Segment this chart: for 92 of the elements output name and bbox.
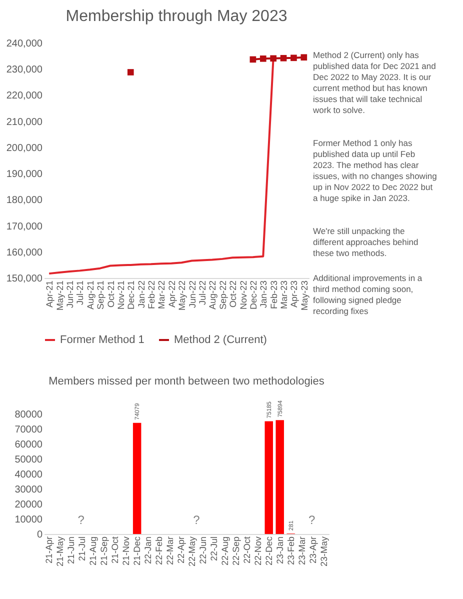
x-tick-label: 22-Nov: [252, 536, 263, 566]
y-tick-label: 80000: [14, 410, 43, 420]
y-tick-label: 70000: [14, 424, 43, 436]
chart-title: Members missed per month between two methodologies: [48, 375, 325, 388]
x-tick-label: Apr-23: [289, 280, 300, 308]
y-tick-label: 200,000: [6, 142, 43, 154]
x-tick-label: 22-Jun: [198, 536, 208, 564]
annotation: ?: [78, 513, 85, 527]
x-tick-label: Jul-22: [197, 280, 208, 306]
point: [127, 69, 134, 76]
x-tick-label: 21-Aug: [88, 536, 98, 566]
bar: [132, 422, 142, 534]
x-tick-label: May-22: [177, 280, 188, 311]
y-tick-label: 30000: [14, 484, 43, 496]
y-tick-label: 190,000: [6, 169, 43, 180]
x-tick-label: 23-Jan: [274, 536, 285, 564]
point: [270, 55, 276, 62]
y-tick-label: 0: [36, 530, 43, 540]
x-tick-label: Feb-22: [146, 280, 157, 310]
text: Method 2 (Current) only has published data for Dec 2021 and Dec 2022 to May 2023. It is our current method but has known issues that will take technical work to solve.: [312, 50, 436, 115]
y-tick-label: 240,000: [6, 38, 43, 50]
x-tick-label: 22-Sep: [230, 536, 241, 566]
y-tick-label: 160,000: [6, 247, 43, 258]
x-tick-label: 21-Oct: [110, 536, 120, 564]
x-tick-label: 22-Mar: [165, 536, 176, 566]
x-tick-label: Oct-21: [106, 280, 116, 308]
legend-label: Former Method 1: [60, 334, 144, 346]
annotation: ?: [193, 513, 200, 527]
x-tick-label: Nov-21: [116, 280, 126, 310]
x-tick-label: Apr-22: [166, 280, 177, 308]
x-tick-label: 23-Apr: [308, 536, 318, 564]
annotation: ?: [308, 513, 316, 527]
x-tick-label: Feb-23: [268, 280, 279, 310]
x-tick-label: 22-Oct: [242, 536, 252, 564]
y-tick-label: 60000: [14, 440, 43, 450]
x-tick-label: 22-Jul: [208, 536, 219, 562]
text: Additional improvements in a third method coming soon, following signed pledge recording fixes: [313, 273, 422, 316]
x-tick-label: May-21: [54, 280, 65, 311]
x-tick-label: 22-Apr: [176, 536, 186, 564]
x-tick-label: 21-May: [55, 536, 66, 567]
point: [300, 54, 308, 61]
y-tick-label: 10000: [14, 514, 43, 526]
x-tick-label: Jun-22: [187, 280, 198, 308]
y-tick-label: 180,000: [6, 195, 43, 206]
x-tick-label: 22-Feb: [154, 536, 164, 566]
bar: [276, 420, 284, 534]
x-tick-label: 21-Apr: [44, 536, 54, 564]
x-tick-label: Dec-22: [248, 280, 258, 310]
x-tick-label: 21-Sep: [99, 536, 110, 566]
x-tick-label: 22-Jan: [143, 536, 154, 564]
y-tick-label: 20000: [14, 500, 43, 510]
y-tick-label: 210,000: [6, 116, 43, 128]
bar: [264, 421, 273, 534]
x-tick-label: 23-Mar: [296, 536, 307, 566]
x-tick-label: Oct-22: [228, 280, 238, 308]
point: [250, 56, 256, 63]
y-tick-label: 150,000: [6, 274, 43, 284]
text: Former Method 1 only has published data up until Feb 2023. The method has clear issues, with no changes showing up in Nov 2022 to Dec 2022 but a huge spike in Jan 2023.: [313, 138, 438, 203]
x-tick-label: Sep-21: [96, 280, 106, 310]
x-tick-label: 21-Nov: [121, 536, 132, 566]
point: [290, 54, 297, 62]
point: [260, 56, 266, 62]
x-tick-label: Jan-23: [258, 280, 269, 308]
y-tick-label: 220,000: [6, 90, 43, 102]
x-tick-label: 22-May: [186, 536, 197, 567]
x-tick-label: Aug-21: [85, 280, 96, 310]
x-tick-label: Nov-22: [238, 280, 248, 310]
y-tick-label: 230,000: [6, 64, 43, 76]
y-tick-label: 170,000: [6, 221, 43, 232]
x-tick-label: Sep-22: [218, 280, 228, 310]
x-tick-label: Mar-23: [279, 280, 290, 310]
point: [280, 54, 287, 62]
x-tick-label: Apr-21: [44, 280, 55, 308]
x-tick-label: 23-May: [318, 536, 329, 567]
x-tick-label: 21-Jun: [66, 536, 76, 564]
chart-title: Membership through May 2023: [66, 8, 288, 25]
x-tick-label: Jul-21: [75, 280, 86, 306]
x-tick-label: Aug-22: [208, 280, 218, 310]
x-tick-label: Mar-22: [156, 280, 167, 310]
x-tick-label: Dec-21: [126, 280, 136, 310]
x-tick-label: 21-Jul: [77, 536, 88, 562]
legend-label: Method 2 (Current): [174, 334, 267, 346]
y-tick-label: 50000: [14, 454, 43, 466]
y-tick-label: 40000: [14, 470, 43, 480]
text: We're still unpacking the different approaches behind these two methods.: [313, 226, 418, 258]
x-tick-label: Jan-22: [136, 280, 146, 308]
x-tick-label: May-23: [299, 280, 310, 311]
x-tick-label: 23-Feb: [286, 536, 296, 566]
x-tick-label: Jun-21: [64, 280, 75, 308]
x-tick-label: 22-Aug: [220, 536, 230, 566]
x-tick-label: 21-Dec: [132, 536, 142, 566]
x-tick-label: 22-Dec: [264, 536, 274, 566]
